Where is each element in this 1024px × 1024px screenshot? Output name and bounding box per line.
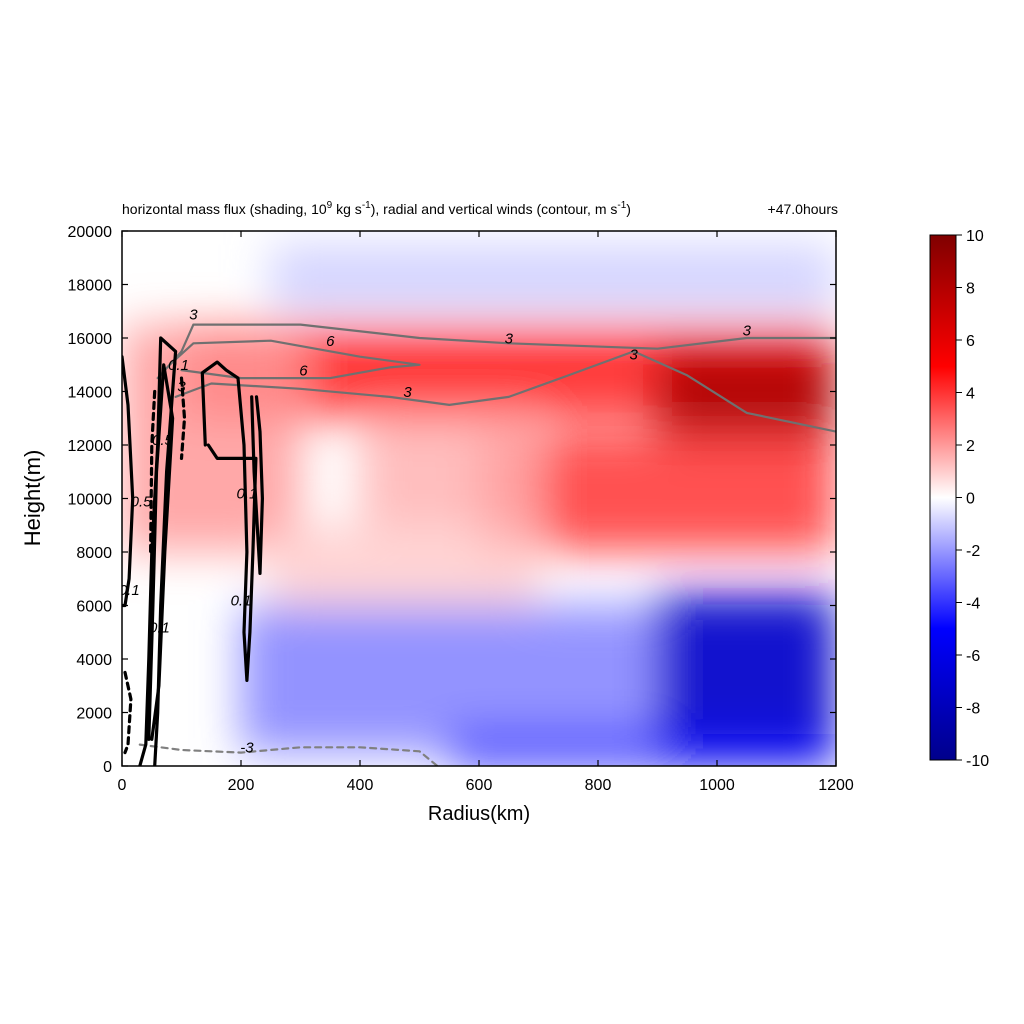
y-tick-label: 8000 (76, 545, 112, 562)
y-axis-label: Height(m) (20, 450, 45, 547)
shading-region (270, 525, 539, 606)
contour-label: 0.1 (237, 486, 258, 503)
shading-region (449, 733, 836, 766)
colorbar-gradient (929, 234, 957, 761)
y-axis: 0 2000 4000 6000 8000 10000 12000 14000 16000 180… (68, 224, 836, 776)
y-tick-label: 12000 (68, 438, 113, 455)
contour-label: 3 (630, 346, 639, 363)
contour-line (149, 389, 157, 554)
shading-region (360, 418, 539, 526)
y-tick-label: 2000 (76, 706, 112, 723)
colorbar-tick-label: -4 (966, 596, 980, 613)
plot-area: 3 6 6 3 3 3 3 -3 0.1 0.5 0.5 0.1 0.1 0.1 -0.1 3 (114, 230, 837, 767)
chart-title: horizontal mass flux (shading, 109 kg s-… (122, 200, 631, 217)
x-tick-label: 400 (347, 777, 374, 794)
contour-label: 3 (505, 330, 514, 347)
x-tick-label: 0 (118, 777, 127, 794)
colorbar-tick-label: -8 (966, 701, 980, 718)
y-tick-label: 20000 (68, 224, 113, 241)
contour-line (156, 323, 836, 380)
shading-region (122, 324, 301, 552)
colorbar-tick-label: -10 (966, 753, 989, 770)
contour-line (168, 339, 421, 380)
colorbar-tick-label: 2 (966, 438, 975, 455)
contour-label: 0.1 (149, 619, 170, 636)
colorbar-tick-label: 0 (966, 491, 975, 508)
colorbar-tick-label: -6 (966, 648, 980, 665)
y-tick-label: 6000 (76, 599, 112, 616)
colorbar-tick-label: 10 (966, 228, 984, 245)
contour-label: 3 (403, 384, 412, 401)
shading-region (270, 244, 836, 312)
x-axis-label: Radius(km) (428, 803, 530, 825)
y-tick-label: 18000 (68, 278, 113, 295)
contour-line (147, 363, 175, 741)
contour-line (200, 360, 258, 683)
contour-line (123, 670, 133, 755)
contour-label: 0.1 (168, 357, 189, 374)
x-tick-label: 800 (585, 777, 612, 794)
x-tick-label: 200 (228, 777, 255, 794)
y-tick-label: 16000 (68, 331, 113, 348)
contour-label: 6 (299, 362, 308, 379)
contour-label: 3 (743, 322, 752, 339)
y-tick-label: 14000 (68, 385, 113, 402)
colorbar-tick-label: 8 (966, 281, 975, 298)
colorbar-tick-label: -2 (966, 543, 980, 560)
y-tick-label: 4000 (76, 652, 112, 669)
contour-label: 0.5 (152, 432, 174, 449)
contour-line (174, 350, 836, 433)
colorbar-tick-label: 6 (966, 333, 975, 350)
y-tick-label: 0 (103, 759, 112, 776)
shading-region (657, 351, 836, 445)
colorbar: 10 8 6 4 2 0 -2 -4 -6 -8 -10 (929, 228, 989, 770)
x-axis: 0 200 400 600 800 1000 1200 (118, 231, 854, 794)
contour-line (250, 395, 264, 576)
colorbar-ticks: 10 8 6 4 2 0 -2 -4 -6 -8 -10 (956, 228, 989, 770)
contour-label: 3 (177, 379, 186, 396)
contour-line (138, 743, 439, 766)
contour-label: 0.5 (131, 494, 153, 511)
contour-label: -0.1 (114, 582, 140, 599)
colorbar-tick-label: 4 (966, 386, 975, 403)
contour-label-layer: 3 6 6 3 3 3 3 -3 0.1 0.5 0.5 0.1 0.1 0.1 -0.1 3 (114, 306, 752, 757)
x-tick-label: 1200 (818, 777, 854, 794)
contour-label: -3 (240, 740, 254, 757)
x-tick-label: 1000 (699, 777, 735, 794)
time-label: +47.0hours (768, 201, 838, 217)
contour-label: 3 (189, 306, 198, 323)
y-tick-label: 10000 (68, 492, 113, 509)
contour-line (179, 376, 187, 460)
x-tick-label: 600 (466, 777, 493, 794)
contour-label: 0.1 (231, 593, 252, 610)
contour-label: 6 (326, 333, 335, 350)
